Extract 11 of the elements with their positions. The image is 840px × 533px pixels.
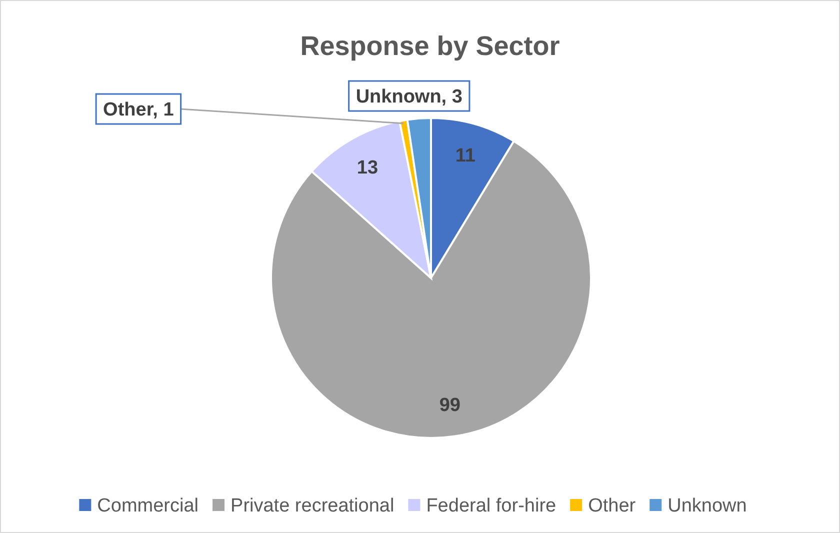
legend-label: Unknown <box>668 496 747 517</box>
data-label: Other, 1 <box>103 100 174 121</box>
data-label: 11 <box>455 145 476 166</box>
data-label: 99 <box>439 395 460 416</box>
data-label: 13 <box>356 158 378 179</box>
legend-label: Federal for-hire <box>426 496 556 517</box>
legend-label: Private recreational <box>230 496 394 517</box>
legend-label: Commercial <box>97 496 199 517</box>
legend-label: Other <box>588 496 636 517</box>
data-label: Unknown, 3 <box>356 86 462 108</box>
chart-title: Response by Sector <box>300 31 560 61</box>
